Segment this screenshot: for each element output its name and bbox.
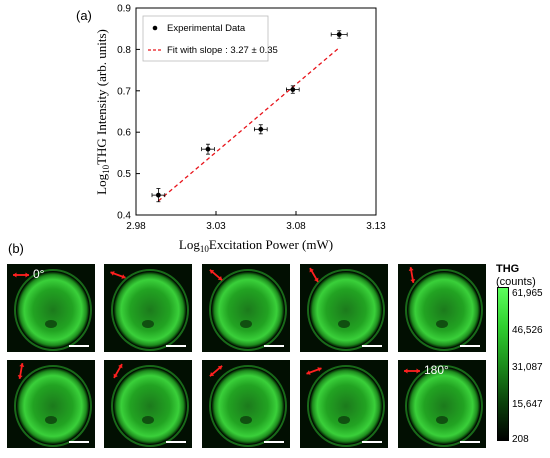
cell-body <box>408 368 480 444</box>
cell-nucleus <box>240 416 252 424</box>
data-point <box>336 32 342 37</box>
colorbar <box>497 287 509 441</box>
cell-outline <box>405 365 483 447</box>
cell-nucleus <box>338 416 350 424</box>
thg-image-tile <box>300 360 388 448</box>
colorbar-title: THG <box>496 263 520 275</box>
polarization-arrow <box>110 271 126 279</box>
cell-outline <box>209 269 287 351</box>
cell-body <box>212 272 284 348</box>
polarization-arrow <box>209 365 223 377</box>
thg-power-chart: (a) 0.40.50.60.70.80.9 2.98 3.03 3.08 3.13 … <box>8 4 386 257</box>
cell-nucleus <box>338 320 350 328</box>
legend: Experimental Data Fit with slope : 3.27 … <box>142 15 278 62</box>
thg-image-tile <box>202 360 290 448</box>
polarization-arrow <box>408 266 416 284</box>
y-axis: 0.4 0.5 0.6 0.7 0.8 0.9 <box>117 4 140 222</box>
cell-outline <box>209 365 287 447</box>
legend-label-experimental: Experimental Data <box>167 23 246 34</box>
colorbar-tick: 208 <box>512 434 529 445</box>
cell-outline <box>405 269 483 351</box>
polarization-arrow <box>306 367 322 375</box>
y-tick-label: 0.5 <box>117 169 131 180</box>
angle-label: 180° <box>424 363 449 377</box>
cell-body <box>310 272 382 348</box>
y-tick-label: 0.4 <box>117 211 131 222</box>
cell-body <box>212 368 284 444</box>
thg-image-tile: 0° <box>7 264 95 352</box>
x-tick-label: 2.98 <box>126 221 146 232</box>
colorbar-tick: 61,965 <box>512 288 543 299</box>
cell-outline <box>111 365 189 447</box>
legend-label-fit: Fit with slope : 3.27 ± 0.35 <box>167 45 278 56</box>
y-axis-title: Log10THG Intensity (arb. units) <box>94 29 111 195</box>
cell-nucleus <box>45 416 57 424</box>
cell-outline <box>307 365 385 447</box>
y-tick-label: 0.6 <box>117 128 131 139</box>
angle-label: 0° <box>33 267 45 281</box>
x-tick-label: 3.13 <box>366 221 386 232</box>
cell-outline <box>111 269 189 351</box>
thg-image-tile <box>7 360 95 448</box>
polarization-arrow <box>209 269 223 281</box>
thg-image-tile <box>202 264 290 352</box>
x-tick-label: 3.03 <box>206 221 226 232</box>
cell-body <box>17 272 89 348</box>
cell-body <box>17 368 89 444</box>
thg-image-grid: 0° 180° <box>7 262 495 452</box>
cell-body <box>310 368 382 444</box>
cell-nucleus <box>436 320 448 328</box>
fit-line <box>157 47 340 202</box>
thg-image-tile <box>398 264 486 352</box>
y-tick-label: 0.7 <box>117 86 131 97</box>
thg-image-tile <box>104 360 192 448</box>
colorbar-unit: (counts) <box>496 276 536 288</box>
cell-nucleus <box>240 320 252 328</box>
plot-frame <box>135 7 377 216</box>
cell-outline <box>307 269 385 351</box>
y-tick-label: 0.9 <box>117 4 131 15</box>
colorbar-tick: 15,647 <box>512 399 543 410</box>
cell-nucleus <box>142 320 154 328</box>
panel-label-a: (a) <box>76 8 92 23</box>
cell-outline <box>14 365 92 447</box>
x-axis: 2.98 3.03 3.08 3.13 <box>126 211 386 232</box>
thg-image-tile <box>300 264 388 352</box>
colorbar-tick: 46,526 <box>512 325 543 336</box>
legend-box <box>142 15 269 62</box>
y-tick-label: 0.8 <box>117 45 131 56</box>
panel-label-b: (b) <box>8 241 24 256</box>
polarization-arrow <box>113 363 123 379</box>
cell-body <box>114 272 186 348</box>
thg-image-tile <box>104 264 192 352</box>
data-point <box>290 87 296 92</box>
cell-nucleus <box>45 320 57 328</box>
cell-nucleus <box>436 416 448 424</box>
cell-body <box>114 368 186 444</box>
polarization-arrow <box>17 362 25 380</box>
polarization-arrow <box>13 272 29 278</box>
data-point <box>156 192 161 198</box>
data-point <box>258 126 264 132</box>
cell-nucleus <box>142 416 154 424</box>
plot-area <box>151 30 348 203</box>
polarization-arrow <box>309 267 319 283</box>
polarization-arrow <box>404 368 420 374</box>
thg-image-tile: 180° <box>398 360 486 448</box>
data-point <box>205 146 211 152</box>
legend-marker-experimental <box>152 25 158 31</box>
colorbar-tick: 31,087 <box>512 362 543 373</box>
x-axis-title: Log10Excitation Power (mW) <box>179 237 333 254</box>
x-tick-label: 3.08 <box>286 221 306 232</box>
cell-outline <box>14 269 92 351</box>
cell-body <box>408 272 480 348</box>
